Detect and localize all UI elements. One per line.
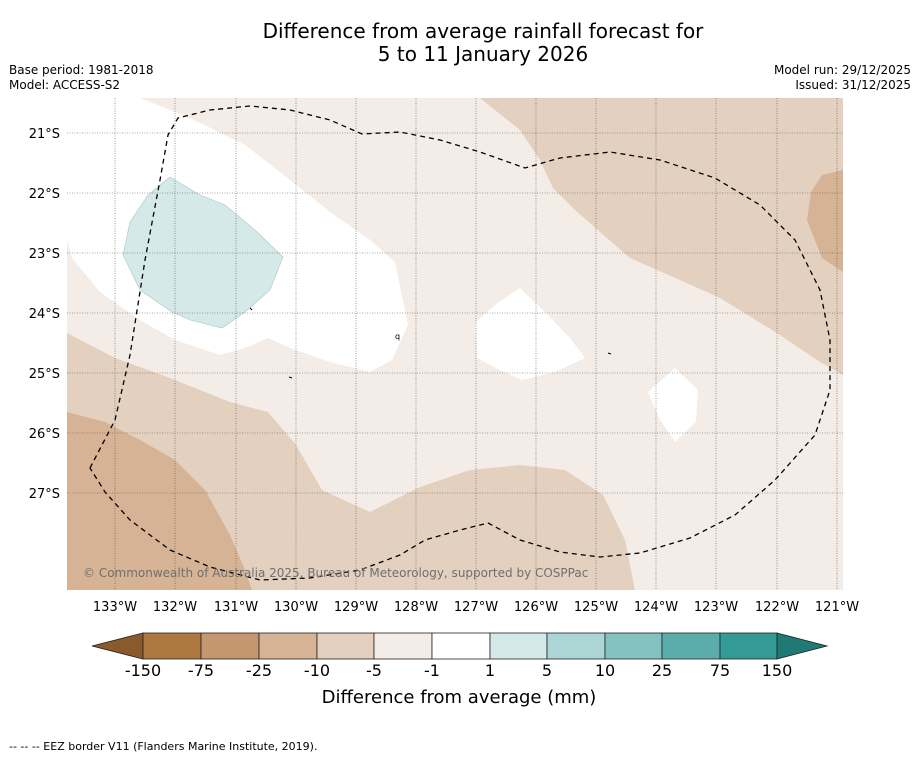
colorbar-tick: 75 bbox=[710, 661, 730, 680]
region-near-average-center bbox=[475, 288, 585, 380]
island-label: q bbox=[395, 332, 400, 341]
colorbar-bin-neg75-neg25 bbox=[200, 632, 260, 660]
lon-label-133w: 133°W bbox=[93, 600, 137, 615]
graticule bbox=[67, 98, 843, 590]
lon-label-129w: 129°W bbox=[334, 600, 378, 615]
colorbar bbox=[91, 632, 829, 660]
lon-label-124w: 124°W bbox=[634, 600, 678, 615]
issued-text: Issued: 31/12/2025 bbox=[795, 78, 911, 92]
lat-label-27s: 27°S bbox=[29, 487, 60, 502]
region-dry-northeast bbox=[480, 98, 843, 375]
colorbar-label: Difference from average (mm) bbox=[322, 687, 597, 708]
colorbar-tick: -10 bbox=[304, 661, 330, 680]
title-line-1: Difference from average rainfall forecas… bbox=[262, 19, 704, 43]
lon-label-126w: 126°W bbox=[514, 600, 558, 615]
colorbar-tick: 5 bbox=[542, 661, 552, 680]
region-slightly-wet bbox=[122, 176, 284, 329]
lat-label-21s: 21°S bbox=[29, 127, 60, 142]
colorbar-bin-1-5 bbox=[489, 632, 548, 660]
lon-label-131w: 131°W bbox=[214, 600, 258, 615]
eez-border bbox=[89, 105, 831, 581]
colorbar-tick: 150 bbox=[762, 661, 793, 680]
colorbar-bin-neg25-neg10 bbox=[258, 632, 318, 660]
region-moderately-dry-southwest bbox=[67, 412, 252, 590]
colorbar-extend-low bbox=[91, 632, 144, 660]
colorbar-tick: -150 bbox=[125, 661, 161, 680]
model-text: Model: ACCESS-S2 bbox=[9, 78, 121, 92]
colorbar-ticks: -150 -75 -25 -10 -5 -1 1 5 10 25 75 150 bbox=[125, 661, 792, 680]
colorbar-bin-5-10 bbox=[546, 632, 606, 660]
lon-label-122w: 122°W bbox=[755, 600, 799, 615]
colorbar-tick: -5 bbox=[366, 661, 382, 680]
title-line-2: 5 to 11 January 2026 bbox=[377, 42, 589, 66]
lon-label-128w: 128°W bbox=[394, 600, 438, 615]
colorbar-bin-25-75 bbox=[661, 632, 721, 660]
colorbar-bin-neg10-neg5 bbox=[316, 632, 375, 660]
colorbar-extend-high bbox=[776, 632, 829, 660]
model-run-text: Model run: 29/12/2025 bbox=[773, 63, 911, 77]
rainfall-map: q © Commonwealth of Australia 2025, Bure… bbox=[29, 98, 859, 708]
colorbar-tick: 25 bbox=[652, 661, 672, 680]
lat-label-22s: 22°S bbox=[29, 187, 60, 202]
island-marker-2 bbox=[288, 376, 293, 379]
lat-label-24s: 24°S bbox=[29, 307, 60, 322]
lat-label-25s: 25°S bbox=[29, 367, 60, 382]
region-near-average-east bbox=[648, 368, 698, 442]
colorbar-tick: -75 bbox=[188, 661, 214, 680]
base-period-text: Base period: 1981-2018 bbox=[9, 63, 154, 77]
region-moderately-dry-east-edge bbox=[807, 170, 843, 272]
colorbar-bin-neg150-neg75 bbox=[142, 632, 202, 660]
lon-label-130w: 130°W bbox=[274, 600, 318, 615]
colorbar-tick: 10 bbox=[595, 661, 615, 680]
lat-label-26s: 26°S bbox=[29, 427, 60, 442]
colorbar-tick: 1 bbox=[485, 661, 495, 680]
colorbar-bin-neg5-neg1 bbox=[373, 632, 433, 660]
island-marker-3 bbox=[607, 352, 612, 355]
lat-axis-labels: 21°S 22°S 23°S 24°S 25°S 26°S 27°S bbox=[29, 127, 60, 502]
colorbar-bin-75-150 bbox=[719, 632, 778, 660]
copyright-text: © Commonwealth of Australia 2025, Bureau… bbox=[83, 566, 588, 580]
colorbar-bin-neg1-1 bbox=[431, 632, 491, 660]
lon-axis-labels: 133°W 132°W 131°W 130°W 129°W 128°W 127°… bbox=[93, 600, 859, 615]
lat-label-23s: 23°S bbox=[29, 247, 60, 262]
lon-label-132w: 132°W bbox=[153, 600, 197, 615]
lon-label-127w: 127°W bbox=[454, 600, 498, 615]
colorbar-tick: -25 bbox=[246, 661, 272, 680]
eez-legend-note: -- -- -- EEZ border V11 (Flanders Marine… bbox=[9, 740, 318, 753]
lon-label-121w: 121°W bbox=[815, 600, 859, 615]
lon-label-125w: 125°W bbox=[574, 600, 618, 615]
lon-label-123w: 123°W bbox=[694, 600, 738, 615]
island-marker-1 bbox=[249, 307, 253, 311]
colorbar-tick: -1 bbox=[424, 661, 440, 680]
colorbar-bin-10-25 bbox=[604, 632, 663, 660]
